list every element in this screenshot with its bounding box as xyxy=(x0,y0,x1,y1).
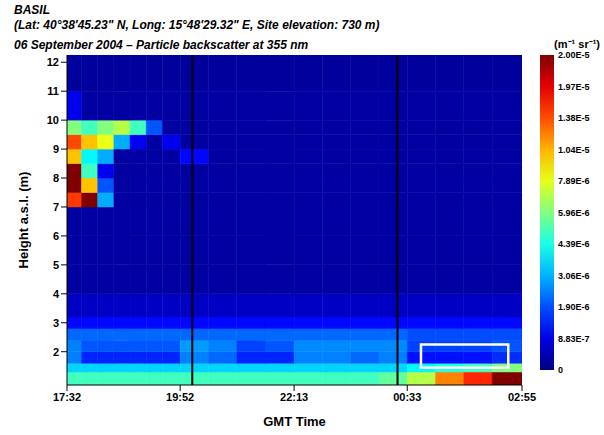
html-text:1.38E-5: 1.38E-5 xyxy=(558,113,590,123)
html-text:(Lat: 40°38'45.23" N, Long: 15: (Lat: 40°38'45.23" N, Long: 15°48'29.32"… xyxy=(14,18,380,32)
svg-text:8: 8 xyxy=(53,172,59,184)
html-text:(m⁻¹ sr⁻¹): (m⁻¹ sr⁻¹) xyxy=(554,38,600,50)
html-text:0: 0 xyxy=(558,365,563,375)
svg-text:17:32: 17:32 xyxy=(53,391,81,403)
svg-text:Height a.s.l. (m): Height a.s.l. (m) xyxy=(16,172,31,269)
svg-text:2: 2 xyxy=(53,346,59,358)
html-text:1.97E-5: 1.97E-5 xyxy=(558,81,590,92)
svg-text:10: 10 xyxy=(47,114,59,126)
svg-text:12: 12 xyxy=(47,56,59,68)
svg-text:6: 6 xyxy=(53,230,59,242)
html-text:1.90E-6: 1.90E-6 xyxy=(558,302,590,312)
svg-text:00:33: 00:33 xyxy=(393,391,421,403)
svg-text:3: 3 xyxy=(53,317,59,329)
svg-text:5: 5 xyxy=(53,259,59,271)
html-text:2.00E-5: 2.00E-5 xyxy=(558,50,590,60)
html-text:BASIL: BASIL xyxy=(14,3,50,17)
svg-text:GMT Time: GMT Time xyxy=(263,414,326,429)
svg-text:22:13: 22:13 xyxy=(280,391,308,403)
html-text:5.96E-6: 5.96E-6 xyxy=(558,207,590,218)
svg-text:4: 4 xyxy=(53,288,60,300)
svg-text:9: 9 xyxy=(53,143,59,155)
html-text:3.06E-6: 3.06E-6 xyxy=(558,270,590,281)
svg-text:02:55: 02:55 xyxy=(508,391,536,403)
svg-text:7: 7 xyxy=(53,201,59,213)
html-text:7.89E-6: 7.89E-6 xyxy=(558,176,590,186)
svg-text:11: 11 xyxy=(47,85,59,97)
html-text:8.83E-7: 8.83E-7 xyxy=(558,333,590,344)
html-text:06 September 2004 – Particle b: 06 September 2004 – Particle backscatter… xyxy=(14,38,309,52)
svg-text:19:52: 19:52 xyxy=(166,391,194,403)
html-text:1.04E-5: 1.04E-5 xyxy=(558,144,590,155)
html-text:4.39E-6: 4.39E-6 xyxy=(558,239,590,249)
